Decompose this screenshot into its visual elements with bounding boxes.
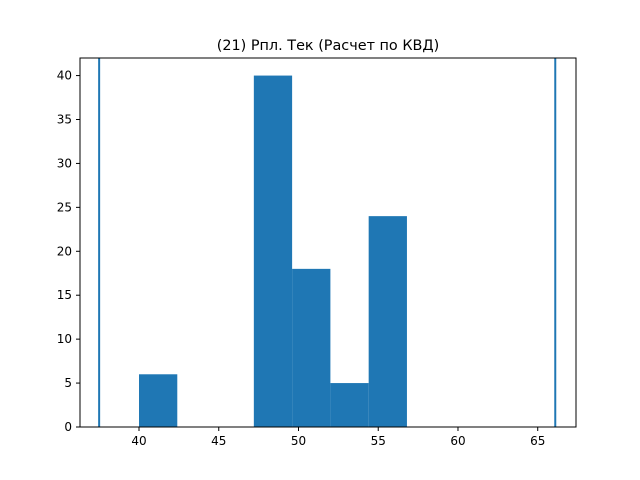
- x-tick-label: 40: [131, 434, 146, 448]
- y-tick-label: 40: [57, 69, 72, 83]
- histogram-bar: [253, 75, 293, 428]
- x-tick-label: 55: [371, 434, 386, 448]
- y-axis-ticks: 0 5 10 15 20 25 30 35 40: [57, 69, 80, 434]
- vlines-group: [98, 58, 557, 427]
- x-tick-label: 45: [211, 434, 226, 448]
- histogram-bar: [139, 374, 178, 427]
- histogram-bar: [330, 383, 369, 427]
- y-tick-label: 0: [64, 420, 72, 434]
- chart-title: (21) Рпл. Тек (Расчет по КВД): [217, 38, 440, 54]
- plot-frame: [79, 57, 577, 428]
- y-tick-label: 15: [57, 288, 72, 302]
- y-tick-label: 5: [64, 376, 72, 390]
- bars-group: [139, 75, 407, 428]
- x-tick-label: 65: [530, 434, 545, 448]
- histogram-bar: [368, 216, 407, 427]
- y-tick-label: 10: [57, 332, 72, 346]
- axes-group: [79, 57, 577, 428]
- y-tick-label: 25: [57, 200, 72, 214]
- y-tick-label: 20: [57, 244, 72, 258]
- y-tick-label: 35: [57, 113, 72, 127]
- x-axis-ticks: 40 45 50 55 60 65: [131, 427, 545, 448]
- y-tick-label: 30: [57, 156, 72, 170]
- histogram-bar: [292, 268, 331, 427]
- x-tick-label: 50: [291, 434, 306, 448]
- x-tick-label: 60: [450, 434, 465, 448]
